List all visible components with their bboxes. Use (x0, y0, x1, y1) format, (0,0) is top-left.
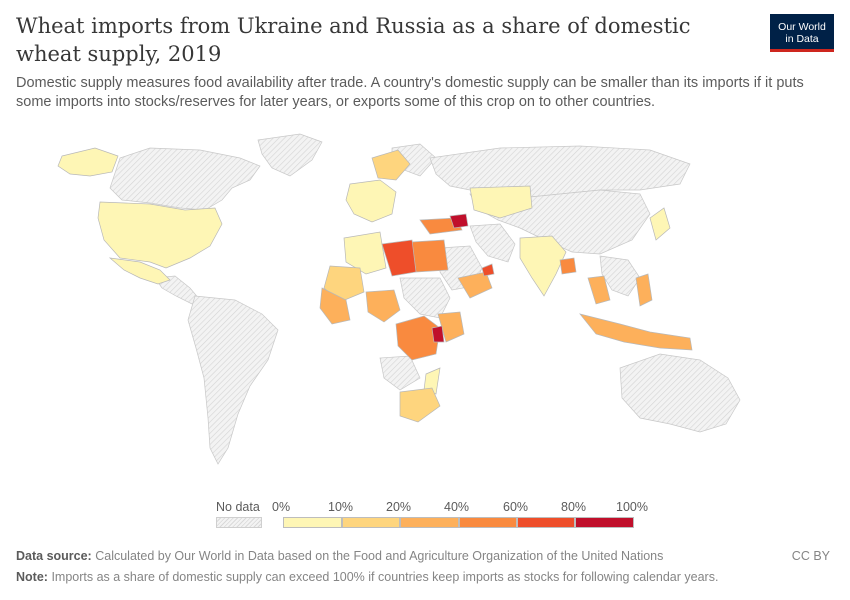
legend-bin-60-80[interactable] (517, 517, 575, 528)
owid-logo[interactable]: Our World in Data (770, 14, 834, 52)
country-europe-west[interactable] (345, 179, 397, 223)
no-data-countries (109, 133, 741, 465)
region-australia[interactable] (619, 353, 741, 433)
legend-tick-0: 0% (272, 500, 291, 514)
country-uae[interactable] (481, 263, 495, 277)
legend-bin-10-20[interactable] (342, 517, 400, 528)
country-philippines[interactable] (635, 273, 653, 307)
country-south-africa[interactable] (399, 387, 441, 423)
country-nigeria[interactable] (365, 289, 401, 323)
region-canada[interactable] (109, 147, 261, 211)
country-east-africa[interactable] (437, 311, 465, 343)
country-japan[interactable] (649, 207, 671, 241)
country-bangladesh[interactable] (559, 257, 577, 275)
country-algeria[interactable] (343, 231, 387, 275)
country-uganda-region[interactable] (431, 325, 445, 343)
country-azerbaijan[interactable] (449, 213, 469, 229)
note-label: Note: (16, 570, 48, 584)
country-thailand-region[interactable] (587, 275, 611, 305)
legend-tick-100: 100% (616, 500, 648, 514)
region-central-africa[interactable] (399, 277, 451, 319)
note-text: Imports as a share of domestic supply ca… (51, 570, 719, 584)
footer-note: Note: Imports as a share of domestic sup… (16, 570, 718, 584)
legend-tick-10: 10% (328, 500, 354, 514)
world-map[interactable] (0, 128, 850, 498)
country-scandinavia[interactable] (371, 149, 411, 181)
country-indonesia[interactable] (579, 313, 693, 351)
logo-line-2: in Data (785, 33, 819, 45)
country-usa[interactable] (97, 201, 223, 269)
region-greenland[interactable] (257, 133, 323, 177)
logo-line-1: Our World (778, 21, 826, 33)
legend-tick-40: 40% (444, 500, 470, 514)
region-russia[interactable] (429, 145, 691, 199)
country-alaska[interactable] (57, 147, 119, 177)
chart-subtitle: Domestic supply measures food availabili… (16, 75, 804, 110)
country-mali-region[interactable] (323, 265, 365, 303)
country-west-africa[interactable] (319, 287, 351, 325)
source-text[interactable]: Calculated by Our World in Data based on… (95, 549, 664, 563)
region-southeast-asia[interactable] (599, 255, 641, 297)
license-link[interactable]: CC BY (791, 549, 830, 563)
country-kazakhstan[interactable] (469, 185, 533, 219)
region-iran-area[interactable] (469, 223, 516, 263)
legend-bin-40-60[interactable] (459, 517, 517, 528)
region-southern-africa[interactable] (379, 355, 421, 391)
data-countries (57, 147, 693, 423)
country-yemen-oman[interactable] (457, 271, 493, 299)
legend-tick-60: 60% (503, 500, 529, 514)
country-egypt[interactable] (411, 239, 449, 273)
legend-bin-80-100[interactable] (575, 517, 634, 528)
country-mozambique[interactable] (423, 367, 441, 395)
source-label: Data source: (16, 549, 92, 563)
country-india[interactable] (519, 235, 567, 297)
legend-tick-80: 80% (561, 500, 587, 514)
country-mexico[interactable] (108, 257, 171, 285)
region-south-america[interactable] (187, 295, 279, 465)
legend-bin-20-40[interactable] (400, 517, 459, 528)
footer-source: Data source: Calculated by Our World in … (16, 549, 663, 563)
legend-bin-0-10[interactable] (283, 517, 342, 528)
legend-no-data-label: No data (216, 500, 260, 514)
legend-no-data-swatch[interactable] (216, 517, 262, 528)
country-drc[interactable] (395, 315, 441, 361)
country-turkey[interactable] (419, 217, 463, 235)
chart-title: Wheat imports from Ukraine and Russia as… (16, 14, 691, 66)
legend-tick-20: 20% (386, 500, 412, 514)
country-libya[interactable] (381, 239, 417, 277)
